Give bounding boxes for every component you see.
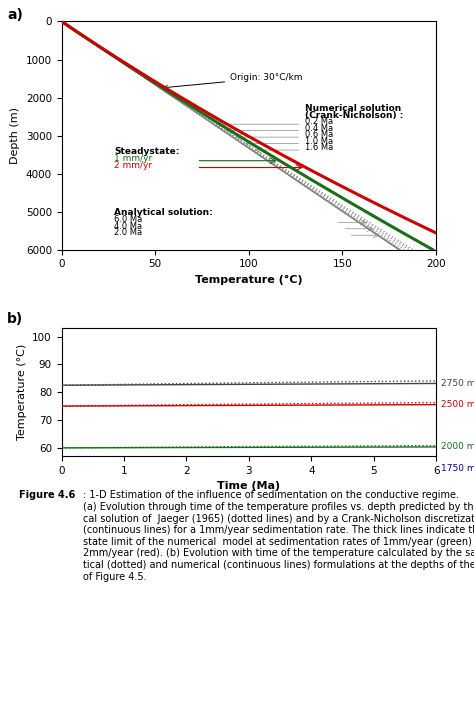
Text: 0.6 Ma: 0.6 Ma (305, 130, 333, 139)
Text: 1 mm/yr: 1 mm/yr (114, 154, 152, 163)
Text: 4.0 Ma: 4.0 Ma (114, 222, 142, 231)
Y-axis label: Temperature (°C): Temperature (°C) (17, 344, 27, 440)
Text: : 1-D Estimation of the influence of sedimentation on the conductive regime.
(a): : 1-D Estimation of the influence of sed… (83, 490, 474, 581)
Text: 1.0 Ma: 1.0 Ma (305, 137, 333, 145)
Text: 2750 m: 2750 m (441, 379, 474, 388)
Text: 2.0 Ma: 2.0 Ma (114, 228, 142, 237)
Text: Analytical solution:: Analytical solution: (114, 208, 213, 218)
Y-axis label: Depth (m): Depth (m) (10, 107, 20, 164)
Text: Origin: 30°C/km: Origin: 30°C/km (164, 74, 302, 89)
Text: 6.0 Ma: 6.0 Ma (114, 216, 142, 224)
Text: 0.4 Ma: 0.4 Ma (305, 124, 333, 132)
X-axis label: Temperature (°C): Temperature (°C) (195, 275, 303, 285)
X-axis label: Time (Ma): Time (Ma) (217, 481, 281, 491)
Text: Figure 4.6: Figure 4.6 (19, 490, 75, 500)
Text: a): a) (7, 8, 23, 22)
Text: 2 mm/yr: 2 mm/yr (114, 160, 152, 170)
Text: 2000 m: 2000 m (441, 442, 474, 451)
Text: 0.2 Ma: 0.2 Ma (305, 117, 333, 126)
Text: 2500 m: 2500 m (441, 400, 474, 409)
Text: 1750 m: 1750 m (441, 463, 474, 473)
Text: Numerical solution: Numerical solution (305, 104, 401, 113)
Text: 1.6 Ma: 1.6 Ma (305, 143, 333, 152)
Text: Steadystate:: Steadystate: (114, 147, 180, 156)
Text: (Crank-Nicholson) :: (Crank-Nicholson) : (305, 111, 403, 120)
Text: b): b) (7, 312, 24, 326)
